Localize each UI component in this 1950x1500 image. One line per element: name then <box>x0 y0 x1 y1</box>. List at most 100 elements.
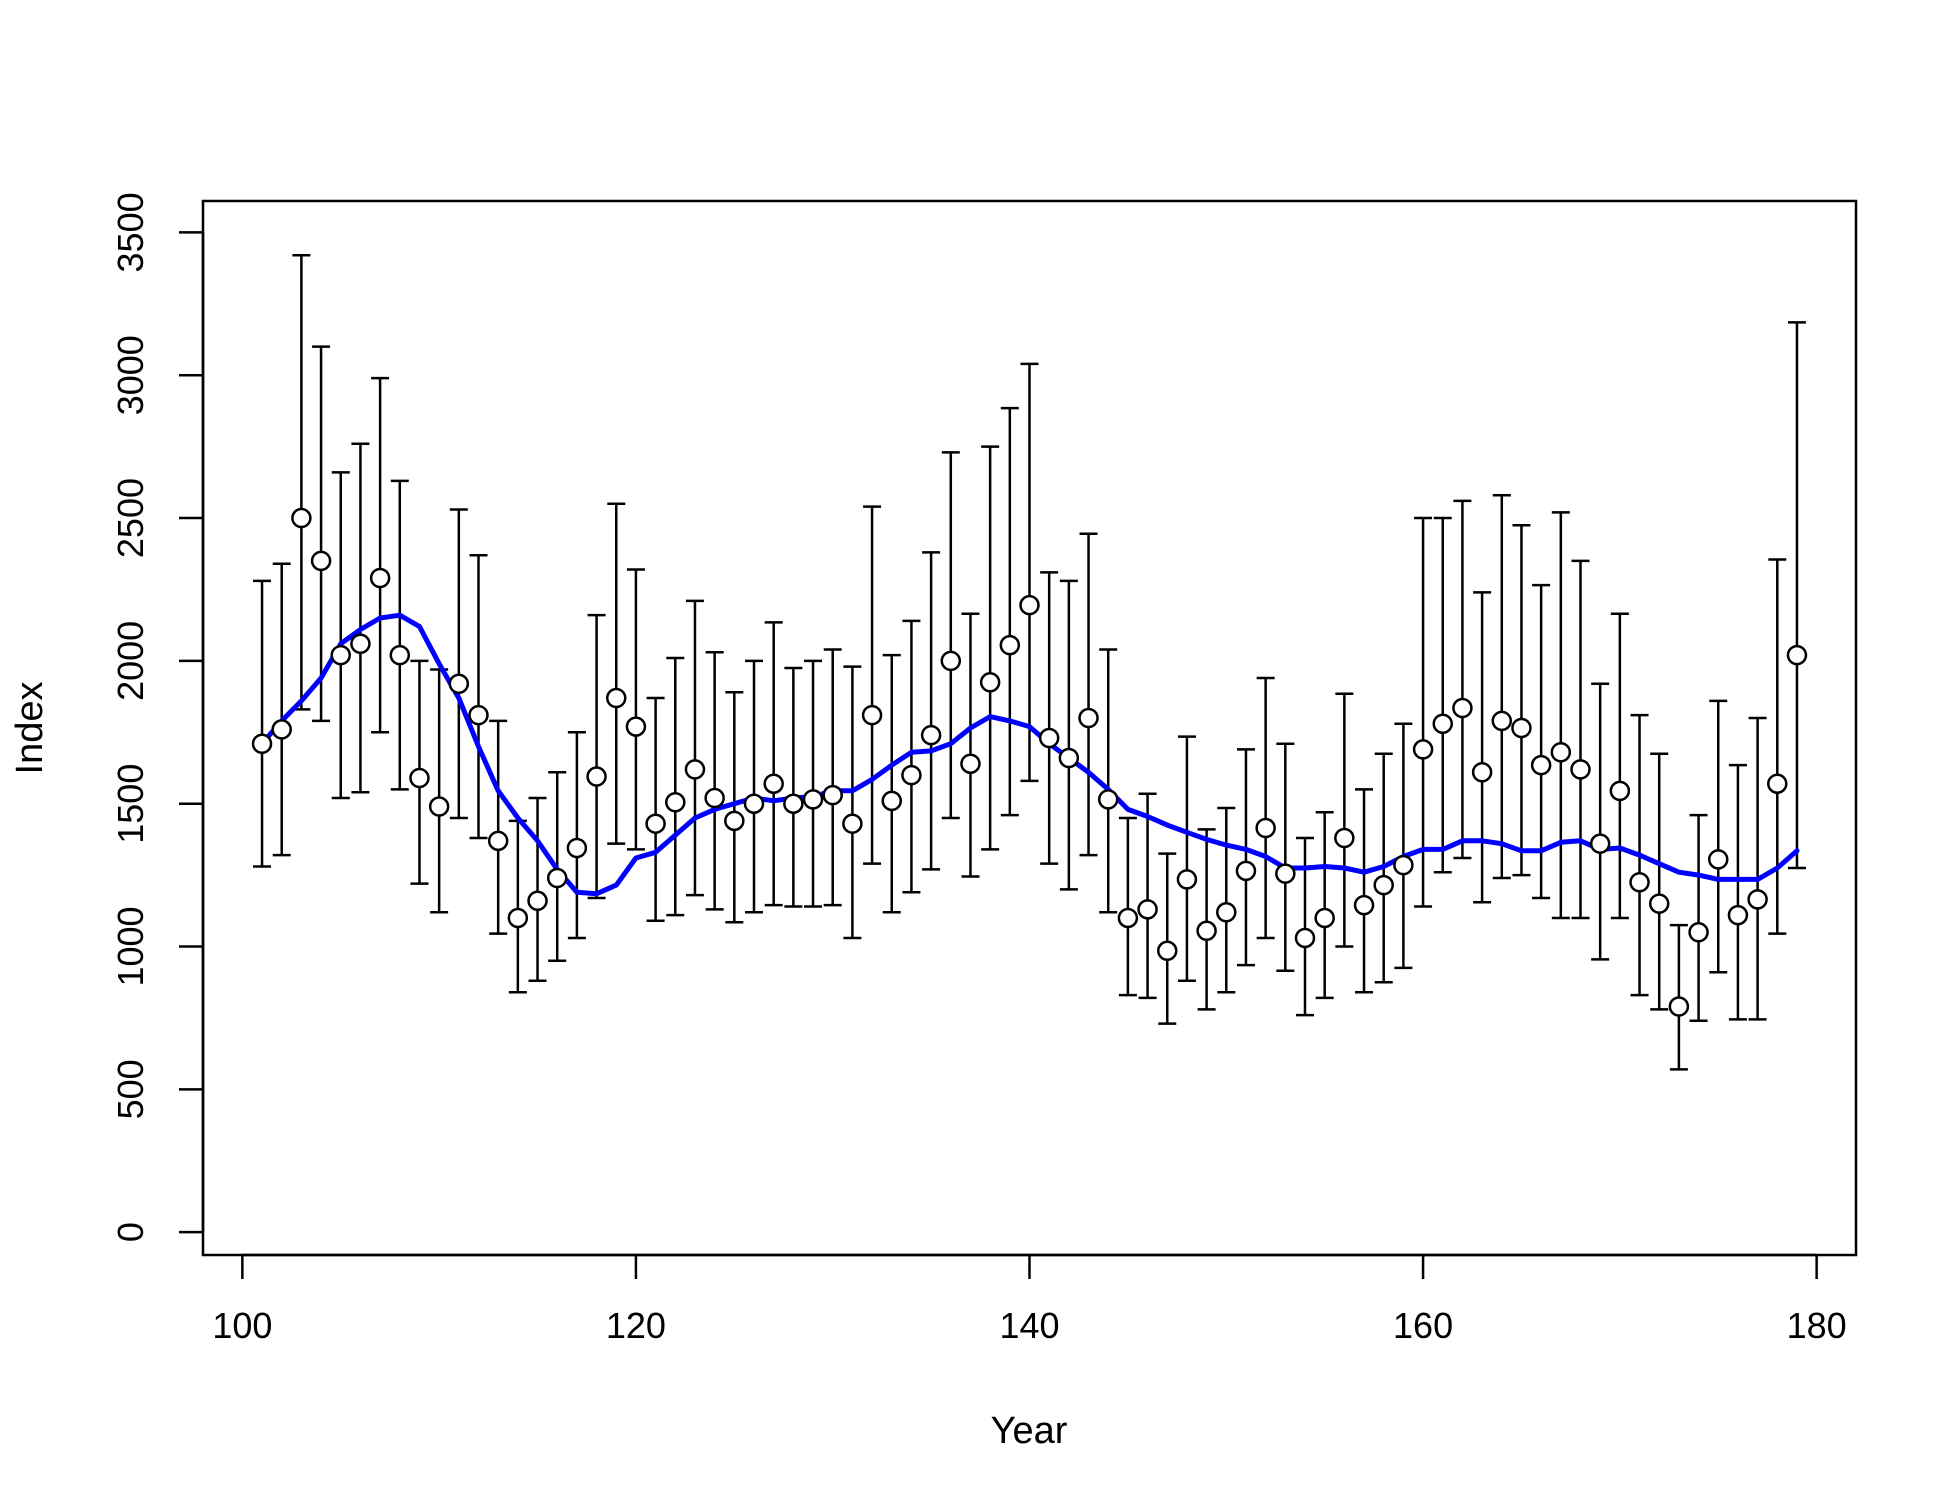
data-point <box>448 673 470 694</box>
errorbar <box>1650 752 1669 1011</box>
errorbar <box>843 665 862 940</box>
fitted-line <box>259 612 1800 897</box>
errorbar <box>804 659 823 908</box>
data-point <box>802 789 824 810</box>
errorbar <box>823 648 842 907</box>
errorbars <box>253 254 1806 1071</box>
errorbar <box>1276 742 1295 973</box>
errorbar <box>1551 511 1570 920</box>
x-tick-label: 160 <box>1393 1305 1453 1346</box>
data-point <box>1747 889 1768 910</box>
data-point <box>1353 894 1375 916</box>
y-tick-label: 3500 <box>110 192 151 272</box>
errorbar <box>1099 648 1118 914</box>
x-axis: 100 120 140 160 180 <box>212 1253 1847 1346</box>
data-point <box>645 813 666 834</box>
errorbar <box>1394 722 1413 970</box>
errorbar <box>961 612 980 878</box>
errorbar <box>1197 828 1216 1011</box>
data-point <box>1530 754 1552 776</box>
errorbar <box>489 719 508 935</box>
x-tick-label: 100 <box>212 1305 272 1346</box>
errorbar <box>1689 813 1708 1023</box>
x-tick-label: 180 <box>1787 1305 1847 1346</box>
y-axis: 0 500 1000 1500 2000 2500 3000 3500 <box>110 192 205 1242</box>
data-point <box>586 766 607 787</box>
errorbar <box>587 613 606 900</box>
data-point <box>783 793 804 814</box>
errorbar <box>902 619 921 894</box>
data-points <box>251 507 1808 1017</box>
errorbar <box>666 656 685 917</box>
data-point <box>350 633 371 654</box>
errorbar <box>371 376 390 734</box>
errorbar <box>1433 516 1452 874</box>
data-point <box>999 634 1021 656</box>
x-tick-label: 120 <box>606 1305 666 1346</box>
data-point <box>743 793 765 814</box>
errorbar <box>1000 406 1019 817</box>
errorbar <box>1787 321 1806 870</box>
errorbar <box>1728 763 1747 1021</box>
y-axis-title: Index <box>9 682 51 775</box>
errorbar <box>508 819 527 994</box>
errorbar <box>882 653 901 914</box>
errorbar <box>1177 735 1196 983</box>
data-point <box>1196 920 1217 942</box>
data-point <box>1176 869 1198 890</box>
data-point <box>310 550 332 572</box>
y-tick-label: 2500 <box>110 478 151 558</box>
data-point <box>487 830 509 852</box>
errorbar <box>1492 493 1511 880</box>
data-point <box>1432 713 1453 734</box>
data-point <box>606 687 627 709</box>
errorbar <box>1059 579 1078 891</box>
data-point <box>1491 710 1513 732</box>
data-point <box>271 719 292 740</box>
data-point <box>1235 860 1257 882</box>
data-point <box>409 767 430 789</box>
data-point <box>527 890 548 912</box>
errorbar <box>784 666 803 908</box>
data-point <box>1275 863 1296 884</box>
errorbar <box>1296 836 1314 1017</box>
data-point <box>724 810 745 832</box>
data-point <box>704 787 725 809</box>
data-point <box>881 790 902 812</box>
errorbar <box>922 551 941 871</box>
data-point <box>1334 827 1355 849</box>
data-point <box>861 704 883 726</box>
data-point <box>1570 759 1591 780</box>
data-point <box>1019 594 1040 616</box>
data-point <box>1157 940 1178 962</box>
data-point <box>1668 996 1690 1017</box>
data-point <box>1471 762 1493 783</box>
data-point <box>428 796 450 817</box>
data-point <box>684 759 706 780</box>
y-tick-label: 2000 <box>110 621 151 701</box>
data-point <box>842 813 863 834</box>
errorbar <box>1040 571 1059 865</box>
errorbar <box>1768 558 1787 935</box>
data-point <box>1255 817 1276 839</box>
y-tick-label: 1000 <box>110 906 151 986</box>
data-point <box>1609 780 1631 802</box>
errorbar <box>1158 852 1177 1025</box>
errorbar <box>312 345 331 723</box>
data-point <box>1786 644 1808 666</box>
errorbar <box>331 471 350 800</box>
errorbar <box>1020 362 1039 783</box>
x-tick-label: 140 <box>999 1305 1059 1346</box>
errorbar <box>253 579 272 868</box>
data-point <box>979 672 1001 693</box>
data-point <box>625 716 647 737</box>
y-tick-label: 3000 <box>110 335 151 415</box>
data-point <box>1550 742 1572 763</box>
data-point <box>763 773 784 794</box>
y-tick-label: 500 <box>110 1059 151 1119</box>
errorbar <box>941 451 960 820</box>
errorbar <box>745 659 763 914</box>
errorbar <box>1315 811 1334 1000</box>
errorbar <box>1610 612 1629 920</box>
data-point <box>822 784 843 806</box>
